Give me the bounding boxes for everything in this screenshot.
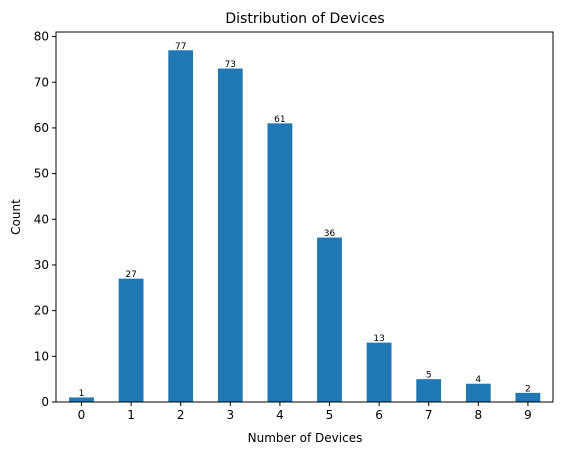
bar-2 — [168, 50, 194, 403]
x-tick-label-2: 2 — [177, 408, 185, 422]
x-tick-label-7: 7 — [425, 408, 433, 422]
x-tick-label-4: 4 — [276, 408, 284, 422]
y-tick-label-60: 60 — [34, 121, 49, 135]
x-axis: 0 1 2 3 4 5 6 7 8 9 — [78, 402, 532, 422]
y-tick-label-80: 80 — [34, 30, 49, 44]
x-tick-label-1: 1 — [127, 408, 135, 422]
y-tick-label-50: 50 — [34, 167, 49, 181]
data-label-7: 5 — [426, 371, 432, 381]
y-axis-label: Count — [9, 199, 23, 235]
bar-9 — [515, 392, 541, 402]
data-label-1: 27 — [125, 270, 136, 280]
chart-title: Distribution of Devices — [225, 11, 384, 27]
y-tick-label-30: 30 — [34, 258, 49, 272]
data-label-0: 1 — [79, 389, 85, 399]
data-label-8: 4 — [475, 375, 481, 385]
bar-0 — [69, 397, 94, 402]
x-axis-label: Number of Devices — [248, 431, 363, 445]
data-label-2: 77 — [175, 42, 186, 52]
x-tick-label-3: 3 — [226, 408, 234, 422]
bar-5 — [317, 237, 342, 402]
bar-6 — [366, 342, 392, 402]
y-tick-label-40: 40 — [34, 212, 49, 226]
plot-area: 1 27 77 73 61 36 13 5 4 2 — [69, 42, 541, 403]
x-tick-label-8: 8 — [474, 408, 482, 422]
bar-7 — [416, 379, 442, 402]
x-tick-label-5: 5 — [326, 408, 334, 422]
data-label-6: 13 — [373, 334, 384, 344]
data-label-4: 61 — [274, 115, 285, 125]
data-label-3: 73 — [225, 60, 236, 70]
axes-frame — [55, 31, 554, 403]
data-label-9: 2 — [525, 384, 531, 394]
bar-8 — [465, 383, 491, 402]
x-tick-label-0: 0 — [78, 408, 86, 422]
y-tick-label-0: 0 — [41, 395, 49, 409]
y-tick-label-10: 10 — [34, 349, 49, 363]
data-label-5: 36 — [324, 229, 336, 239]
y-axis: 0 10 20 30 40 50 60 70 80 — [34, 30, 56, 409]
y-tick-label-70: 70 — [34, 75, 49, 89]
bar-3 — [217, 68, 243, 402]
y-tick-label-20: 20 — [34, 304, 49, 318]
bar-4 — [267, 123, 293, 403]
x-tick-label-6: 6 — [375, 408, 383, 422]
bar-1 — [118, 278, 144, 402]
x-tick-label-9: 9 — [524, 408, 532, 422]
